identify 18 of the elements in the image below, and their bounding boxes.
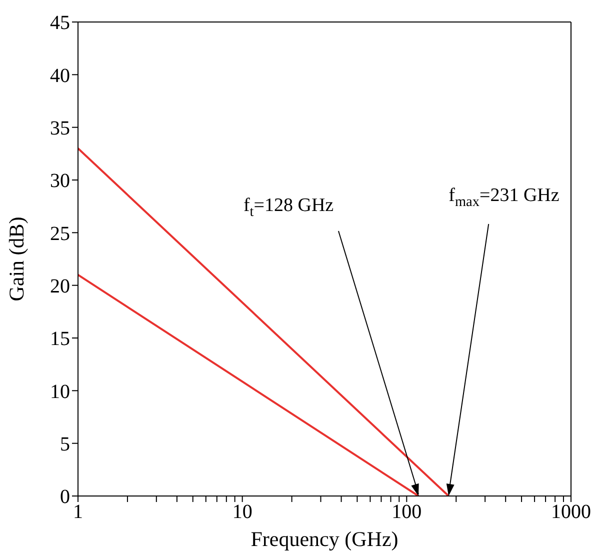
annotation: f$_{t}$=128 GHz [243, 195, 334, 220]
y-axis-title: Gain (dB) [4, 216, 28, 302]
y-tick-label: 10 [50, 380, 70, 403]
y-tick-label: 15 [50, 328, 70, 350]
y-tick-label: 45 [50, 12, 70, 34]
y-tick-label: 40 [50, 64, 70, 87]
y-tick-label: 0 [60, 486, 70, 508]
annotation: f$_{max}$=231 GHz [448, 185, 560, 210]
y-tick-label: 5 [60, 433, 70, 456]
y-tick-label: 35 [50, 117, 70, 140]
y-tick-label: 25 [50, 222, 70, 245]
y-tick-label: 30 [50, 170, 70, 192]
x-axis-title: Frequency (GHz) [250, 527, 398, 551]
x-tick-label: 1 [73, 501, 83, 524]
y-tick-label: 20 [50, 275, 70, 298]
x-tick-label: 10 [232, 501, 252, 524]
x-tick-label: 100 [392, 501, 422, 524]
x-tick-label: 1000 [551, 501, 591, 524]
